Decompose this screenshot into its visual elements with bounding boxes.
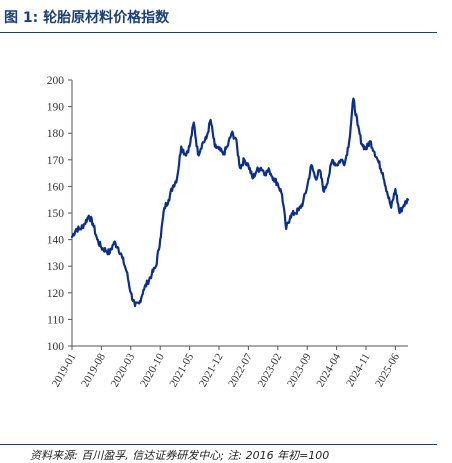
- x-tick-label: 2024-11: [344, 352, 373, 389]
- y-tick-label: 180: [47, 128, 65, 140]
- y-tick-label: 150: [47, 208, 65, 220]
- x-tick-label: 2019-01: [50, 352, 79, 390]
- y-tick-label: 160: [47, 181, 65, 193]
- x-tick-label: 2024-04: [314, 351, 343, 389]
- x-tick-label: 2023-09: [285, 351, 314, 389]
- y-tick-label: 110: [47, 314, 64, 326]
- plot-area: [70, 97, 410, 308]
- bottom-rule: [0, 444, 437, 445]
- y-tick-label: 100: [47, 341, 65, 353]
- x-tick-label: 2025-06: [373, 351, 402, 389]
- source-note: 资料来源: 百川盈孚, 信达证券研发中心; 注: 2016 年初=100: [30, 449, 330, 462]
- x-tick-label: 2022-07: [226, 351, 255, 389]
- x-tick-label: 2019-08: [79, 351, 108, 389]
- figure-title: 图 1: 轮胎原材料价格指数: [4, 10, 170, 26]
- x-tick-label: 2023-02: [256, 352, 285, 390]
- title-bar: 图 1: 轮胎原材料价格指数: [0, 0, 452, 38]
- y-tick-label: 120: [47, 288, 65, 300]
- y-tick-label: 130: [47, 261, 65, 273]
- y-tick-label: 140: [47, 235, 65, 247]
- y-tick-label: 190: [47, 102, 65, 114]
- y-tick-label: 170: [47, 155, 65, 167]
- x-tick-label: 2021-12: [197, 352, 226, 390]
- x-tick-label: 2020-10: [138, 351, 167, 389]
- price-index-chart: 100 110 120 130 140 150 160 170 180 190 200 2019-0…: [47, 75, 410, 390]
- y-axis: 100 110 120 130 140 150 160 170 180 190 200: [47, 75, 73, 353]
- top-rule: [0, 32, 437, 33]
- x-tick-label: 2020-03: [109, 351, 138, 389]
- x-axis: 2019-01 2019-08 2020-03 2020-10 2021-05 2021-…: [50, 345, 408, 390]
- y-tick-label: 200: [47, 75, 65, 87]
- series-line: [70, 97, 410, 308]
- x-tick-label: 2021-05: [167, 351, 196, 389]
